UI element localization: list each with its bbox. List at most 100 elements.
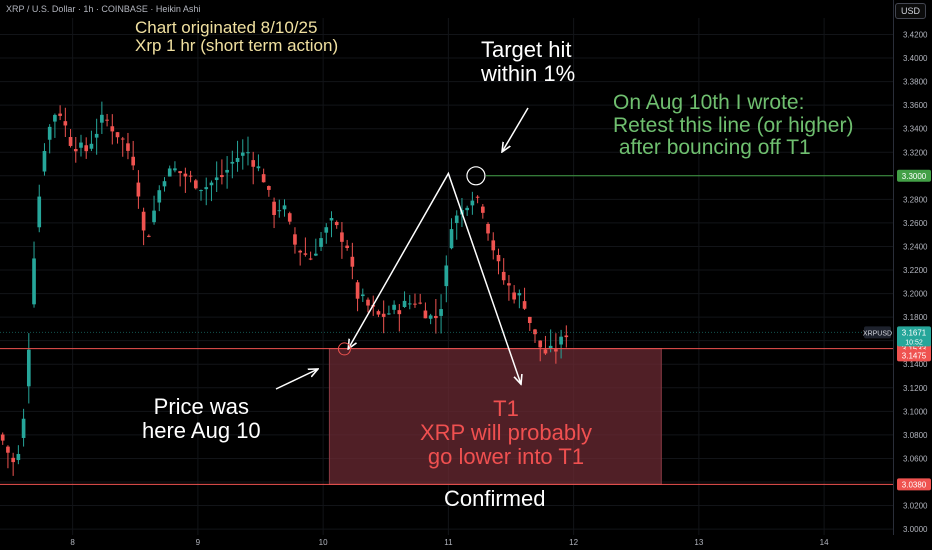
- candle-body: [334, 221, 339, 226]
- annotation-confirmed: Confirmed: [444, 486, 546, 511]
- y-tick-label: 3.4200: [903, 30, 928, 39]
- candle-body: [397, 310, 402, 315]
- candle-body: [298, 250, 302, 253]
- candle-body: [115, 132, 120, 138]
- price-level-label: 3.1475: [902, 351, 927, 360]
- candle-body: [178, 171, 182, 174]
- candle-body: [21, 418, 26, 438]
- candles-layer: [0, 101, 569, 476]
- start-point-marker: [337, 342, 351, 356]
- candle-body: [308, 258, 313, 260]
- candle-body: [512, 292, 516, 300]
- candle-body: [225, 169, 229, 173]
- y-tick-label: 3.3200: [903, 148, 928, 157]
- candle-body: [454, 215, 459, 223]
- candle-body: [444, 265, 449, 287]
- price-level-badge[interactable]: [897, 169, 931, 182]
- candle-body: [277, 210, 282, 212]
- candle-body: [319, 238, 323, 247]
- y-tick-label: 3.1800: [903, 313, 928, 322]
- annotation-origin: Chart originated 8/10/25 Xrp 1 hr (short…: [135, 18, 338, 56]
- target-hit-arrow: [502, 107, 529, 152]
- last-price-badge[interactable]: [897, 326, 931, 347]
- candle-body: [94, 133, 99, 138]
- price-level-badge[interactable]: [897, 349, 931, 362]
- candle-body: [58, 113, 62, 116]
- annotation-wrote-line2: Retest this line (or higher): [613, 113, 854, 137]
- x-tick-label: 8: [70, 538, 75, 547]
- candle-body: [147, 235, 151, 237]
- y-tick-label: 3.0200: [903, 502, 928, 511]
- candle-body: [157, 190, 162, 203]
- candle-body: [251, 160, 256, 167]
- price-axis[interactable]: 3.00003.02003.04003.06003.08003.10003.12…: [863, 0, 932, 550]
- candle-body: [183, 173, 188, 177]
- annotation-t1-line3: go lower into T1: [427, 443, 585, 469]
- candle-body: [465, 207, 469, 211]
- candle-body: [136, 182, 141, 197]
- candle-body: [423, 310, 428, 319]
- candle-body: [345, 245, 349, 248]
- candle-body: [564, 335, 569, 338]
- candle-body: [26, 349, 31, 387]
- candle-body: [53, 114, 57, 122]
- symbol-badge[interactable]: [864, 326, 891, 339]
- currency-button[interactable]: USD: [894, 3, 926, 19]
- time-axis[interactable]: 8 9 10 11 12 13 14: [70, 538, 829, 547]
- annotation-wrote: On Aug 10th I wrote: Retest this line (o…: [613, 91, 854, 160]
- candle-body: [491, 240, 496, 251]
- candle-body: [360, 294, 365, 297]
- y-tick-label: 3.2800: [903, 195, 928, 204]
- annotation-t1-line1: T1: [493, 396, 519, 421]
- annotation-target-hit: Target hit within 1%: [481, 38, 575, 86]
- candle-body: [329, 218, 334, 221]
- y-tick-label: 3.1000: [903, 407, 928, 416]
- x-tick-label: 14: [820, 538, 829, 547]
- candle-body: [73, 149, 78, 152]
- y-tick-label: 3.2000: [903, 290, 928, 299]
- candle-body: [543, 349, 548, 354]
- candle-body: [105, 119, 109, 121]
- candle-body: [204, 187, 209, 190]
- candle-body: [84, 145, 89, 152]
- candle-body: [486, 223, 490, 234]
- annotation-wrote-line3: after bouncing off T1: [613, 136, 811, 160]
- candle-body: [214, 177, 219, 181]
- price-level-label: 3.3000: [902, 172, 927, 181]
- annotation-target-line2: within 1%: [481, 60, 576, 86]
- annotation-t1: T1 XRP will probably go lower into T1: [406, 397, 606, 468]
- candle-body: [287, 213, 292, 222]
- last-price-value: 3.1671: [902, 328, 927, 337]
- candle-body: [256, 166, 261, 169]
- symbol-badge-label: XRPUSD: [863, 330, 892, 337]
- candle-body: [16, 453, 21, 461]
- candle-body: [261, 174, 266, 183]
- annotation-origin-line1: Chart originated 8/10/25: [135, 18, 318, 37]
- candle-body: [428, 315, 433, 319]
- candle-body: [230, 161, 235, 164]
- candle-body: [89, 143, 94, 149]
- y-tick-label: 3.1200: [903, 384, 928, 393]
- candle-body: [68, 137, 73, 146]
- candle-body: [188, 175, 193, 177]
- candle-body: [267, 186, 271, 190]
- y-tick-label: 3.2200: [903, 266, 928, 275]
- symbol-header[interactable]: XRP / U.S. Dollar · 1h · COINBASE · Heik…: [6, 4, 201, 14]
- candle-body: [282, 205, 287, 210]
- candle-body: [402, 300, 407, 307]
- candle-body: [120, 138, 125, 140]
- x-tick-label: 9: [196, 538, 201, 547]
- annotation-price-line2: here Aug 10: [142, 417, 261, 443]
- candle-body: [209, 182, 214, 186]
- candle-body: [501, 271, 506, 281]
- price-level-label: 3.0380: [902, 480, 927, 489]
- candle-body: [6, 446, 10, 453]
- candle-body: [517, 293, 522, 296]
- x-tick-label: 12: [569, 538, 578, 547]
- y-tick-label: 3.0600: [903, 454, 928, 463]
- y-tick-label: 3.2600: [903, 219, 928, 228]
- price-level-badge[interactable]: [897, 478, 931, 491]
- x-tick-label: 10: [319, 538, 328, 547]
- candle-body: [220, 175, 224, 178]
